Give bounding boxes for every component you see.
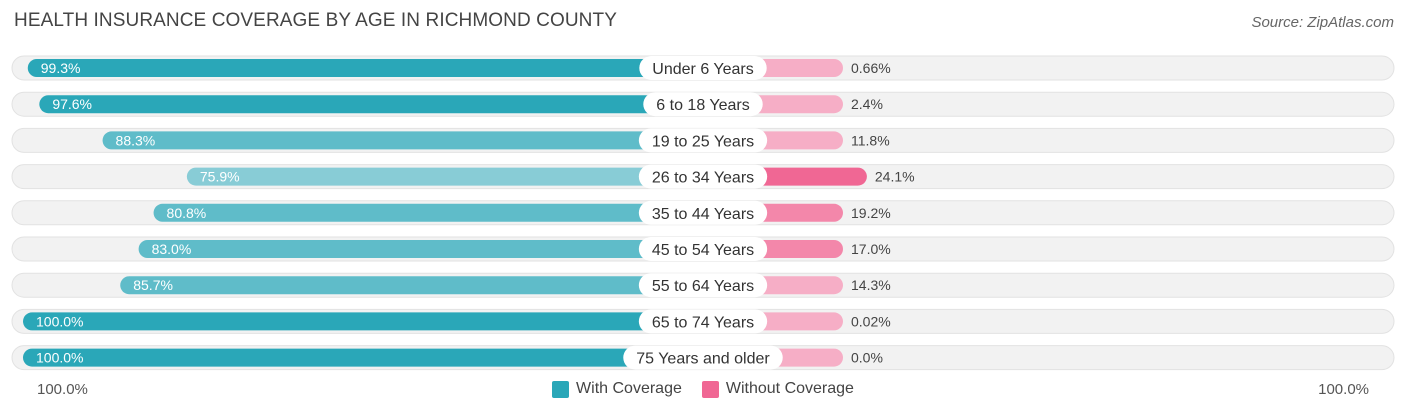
value-label-with-coverage: 80.8% (167, 205, 207, 221)
value-label-without-coverage: 2.4% (851, 96, 883, 112)
value-label-with-coverage: 88.3% (116, 132, 156, 148)
bar-with-coverage (138, 240, 704, 258)
value-label-with-coverage: 97.6% (52, 96, 92, 112)
bar-with-coverage (23, 312, 703, 331)
value-label-without-coverage: 24.1% (875, 169, 915, 185)
category-label: 26 to 34 Years (652, 170, 754, 187)
bar-with-coverage (102, 131, 703, 150)
coverage-chart: 99.3% Under 6 Years 0.66% 97.6% 6 to 18 Year… (11, 55, 1395, 371)
category-label: 6 to 18 Years (656, 97, 749, 114)
bar-with-coverage (153, 203, 703, 222)
category-pill (638, 164, 768, 189)
category-label: 45 to 54 Years (652, 242, 754, 259)
chart-row: 97.6% 6 to 18 Years 2.4% (11, 91, 1395, 117)
chart-row: 100.0% 65 to 74 Years 0.02% (11, 308, 1395, 334)
value-label-without-coverage: 17.0% (851, 241, 891, 257)
value-label-without-coverage: 0.66% (851, 60, 891, 76)
value-label-without-coverage: 19.2% (851, 205, 891, 221)
legend-swatch-without-coverage (701, 380, 719, 398)
legend-label-without-coverage: Without Coverage (725, 380, 854, 397)
legend: With Coverage Without Coverage (0, 380, 1406, 398)
category-pill (638, 237, 768, 261)
value-label-without-coverage: 0.02% (851, 313, 891, 329)
category-label: 19 to 25 Years (652, 133, 754, 150)
value-label-without-coverage: 0.0% (851, 350, 883, 366)
chart-row: 88.3% 19 to 25 Years 11.8% (11, 127, 1395, 153)
category-pill (638, 309, 768, 334)
category-pill (638, 200, 768, 225)
category-label: 55 to 64 Years (652, 278, 754, 295)
bar-with-coverage (120, 276, 704, 295)
chart-row: 85.7% 55 to 64 Years 14.3% (11, 272, 1395, 298)
value-label-with-coverage: 100.0% (36, 313, 83, 329)
bar-with-coverage (186, 167, 703, 186)
chart-row: 83.0% 45 to 54 Years 17.0% (11, 236, 1395, 262)
value-label-without-coverage: 14.3% (851, 277, 891, 293)
bar-with-coverage (39, 95, 703, 114)
value-label-without-coverage: 11.8% (851, 132, 890, 148)
value-label-with-coverage: 83.0% (152, 241, 192, 257)
chart-row: 75.9% 26 to 34 Years 24.1% (11, 164, 1395, 190)
category-label: 75 Years and older (636, 351, 770, 368)
legend-item-with-coverage: With Coverage (552, 380, 682, 398)
chart-row: 80.8% 35 to 44 Years 19.2% (11, 200, 1395, 226)
category-label: Under 6 Years (652, 61, 753, 78)
axis-right-label: 100.0% (1318, 381, 1369, 398)
value-label-with-coverage: 75.9% (200, 169, 240, 185)
category-pill (638, 128, 768, 153)
value-label-with-coverage: 100.0% (36, 350, 83, 366)
value-label-with-coverage: 85.7% (133, 277, 173, 293)
category-pill (623, 345, 783, 370)
category-pill (639, 56, 767, 80)
legend-label-with-coverage: With Coverage (576, 380, 682, 397)
axis-left-label: 100.0% (37, 381, 88, 398)
chart-row: 100.0% 75 Years and older 0.0% (11, 345, 1395, 371)
category-pill (638, 273, 768, 298)
category-pill (643, 92, 763, 117)
legend-swatch-with-coverage (552, 380, 570, 398)
chart-title: HEALTH INSURANCE COVERAGE BY AGE IN RICH… (14, 10, 617, 31)
legend-item-without-coverage: Without Coverage (701, 380, 854, 398)
category-label: 65 to 74 Years (652, 314, 754, 331)
chart-row: 99.3% Under 6 Years 0.66% (11, 55, 1395, 81)
bar-with-coverage (27, 59, 703, 77)
bar-with-coverage (23, 348, 703, 367)
value-label-with-coverage: 99.3% (41, 60, 81, 76)
category-label: 35 to 44 Years (652, 206, 754, 223)
source-credit: Source: ZipAtlas.com (1251, 14, 1394, 31)
